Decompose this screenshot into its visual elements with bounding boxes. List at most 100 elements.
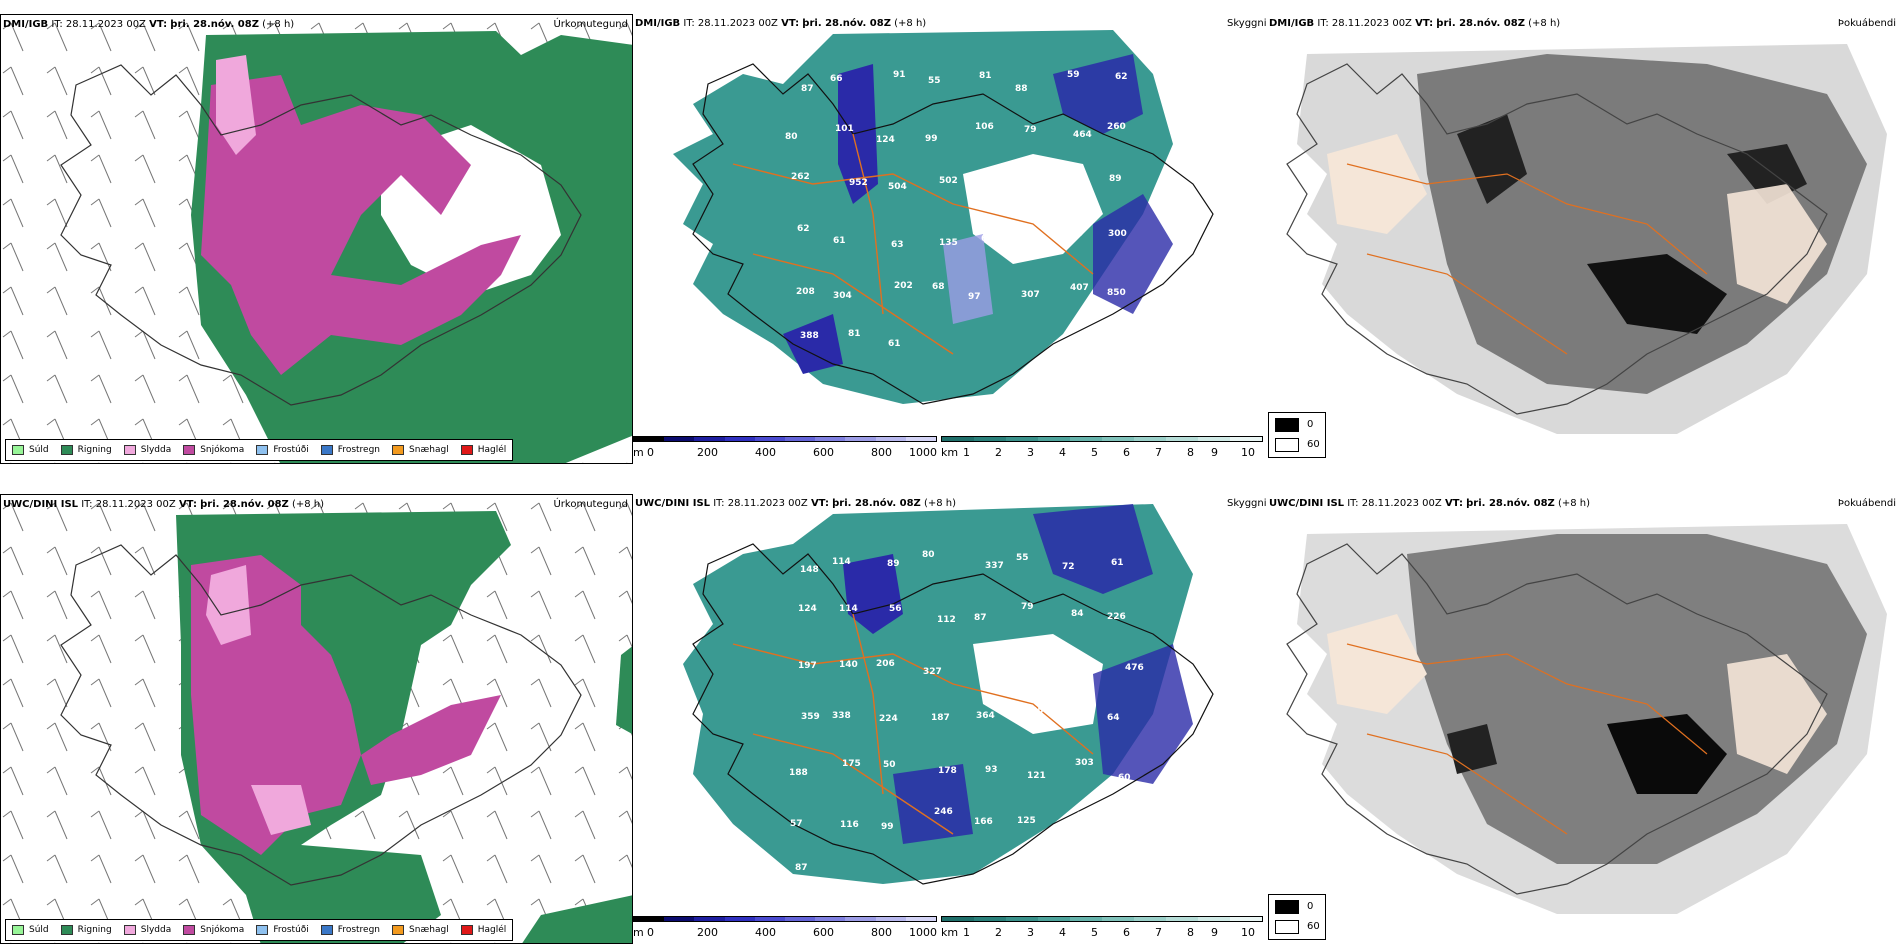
fog-panel-bottom: Skyggni UWC/DINI ISL IT: 28.11.2023 00Z … (1227, 494, 1900, 944)
visibility-map-top: 87 66 91 55 81 88 59 62 80 101 124 99 106 79 464 260 262… (673, 30, 1214, 405)
colorbar-segment (664, 917, 695, 921)
legend-swatch (320, 445, 333, 455)
tick-label: 9 (1211, 446, 1218, 459)
peak-value-label: 359 (801, 712, 820, 722)
peak-value-label: 88 (1015, 84, 1028, 94)
peak-value-label: 952 (849, 178, 868, 188)
vt-value: þri. 28.nóv. 08Z (1436, 18, 1525, 29)
legend-label: Slydda (140, 925, 172, 935)
peak-value-label: 337 (985, 561, 1004, 571)
tick-label: 400 (755, 446, 776, 459)
legend-item: Súld (12, 445, 49, 455)
legend-label: Slydda (140, 445, 172, 455)
peak-value-label: 116 (840, 820, 859, 830)
peak-value-label: 99 (925, 134, 938, 144)
peak-value-label: 84 (1071, 609, 1084, 619)
tick-label: 7 (1155, 446, 1162, 459)
peak-value-label: 89 (887, 559, 900, 569)
legend-swatch (183, 445, 196, 455)
peak-value-label: 502 (939, 176, 958, 186)
peak-value-label: 125 (1017, 816, 1036, 826)
tick-label: 6 (1123, 926, 1130, 939)
peak-value-label: 80 (922, 550, 935, 560)
peak-value-label: 99 (881, 822, 894, 832)
legend-swatch (12, 925, 24, 935)
colorbar-segment (694, 917, 725, 921)
tick-label: 400 (755, 926, 776, 939)
tick-label: 3 (1027, 926, 1034, 939)
fog-header-top: DMI/IGB IT: 28.11.2023 00Z VT: þri. 28.n… (1269, 18, 1560, 30)
unit-label: km (941, 926, 959, 939)
colorbar-segment (1230, 437, 1262, 441)
legend-item: Frostregn (320, 925, 380, 935)
peak-value-label: 226 (1107, 612, 1126, 622)
legend-item: Slydda (123, 445, 172, 455)
lead-time: (+8 h) (1528, 18, 1561, 29)
legend-item: Snæhagl (392, 925, 449, 935)
peak-value-label: 407 (1070, 283, 1089, 293)
precip-title-bottom: Úrkomutegund (553, 499, 628, 510)
tick-label: 0 (647, 926, 654, 939)
colorbar-segment (1230, 917, 1262, 921)
legend-label: Súld (29, 445, 49, 455)
peak-labels: 148 114 89 80 337 55 72 61 124 114 56 112 87 79 84 226 1… (789, 550, 1144, 873)
it-value: 28.11.2023 00Z (65, 19, 146, 30)
unit-label: m (633, 446, 644, 459)
tick-label: 7 (1155, 926, 1162, 939)
peak-value-label: 206 (876, 659, 895, 669)
peak-value-label: 590 (975, 179, 994, 189)
colorbar-segment (1070, 437, 1102, 441)
it-value: 28.11.2023 00Z (727, 498, 808, 509)
peak-value-label: 124 (876, 135, 895, 145)
peak-labels: 87 66 91 55 81 88 59 62 80 101 124 99 106 79 464 260 262… (785, 70, 1128, 349)
visibility-colorbar (941, 436, 1263, 442)
peak-value-label: 93 (1067, 178, 1080, 188)
colorbar-segment (694, 437, 725, 441)
legend-swatch-white (1275, 438, 1299, 452)
unit-label: m (633, 926, 644, 939)
colorbar-segment (974, 917, 1006, 921)
peak-value-label: 72 (1062, 562, 1075, 572)
colorbar-segment (724, 917, 755, 921)
peak-value-label: 224 (879, 714, 898, 724)
colorbar-segment (845, 437, 876, 441)
colorbar-segment (754, 917, 786, 921)
legend-swatch (183, 925, 196, 935)
vt-label: VT: (1415, 18, 1434, 29)
peak-value-label: 247 (1077, 811, 1096, 821)
legend-label: Haglél (477, 925, 507, 935)
unit-label: km (941, 446, 959, 459)
peak-value-label: 140 (839, 660, 858, 670)
model-name: UWC/DINI ISL (3, 499, 79, 510)
peak-value-label: 175 (842, 759, 861, 769)
legend-item: Rigning (60, 445, 112, 455)
peak-value-label: 106 (975, 122, 994, 132)
peak-value-label: 364 (976, 711, 995, 721)
peak-value-label: 233 (1075, 658, 1094, 668)
colorbar-segment (875, 437, 906, 441)
vt-value: þri. 28.nóv. 08Z (832, 498, 921, 509)
precip-legend-top: Súld Rigning Slydda Snjókoma Frostúði Fr… (5, 439, 514, 461)
peak-value-label: 342 (1024, 656, 1043, 666)
colorbar-segment (634, 437, 665, 441)
colorbar-segment (1006, 437, 1038, 441)
peak-value-label: 62 (1115, 72, 1128, 82)
legend-swatch-white (1275, 920, 1299, 934)
tick-label: 5 (1091, 926, 1098, 939)
precip-map-top (1, 15, 632, 463)
colorbar-segment (1198, 437, 1230, 441)
legend-value: 60 (1307, 921, 1320, 932)
peak-value-label: 304 (833, 291, 852, 301)
peak-value-label: 295 (985, 652, 1004, 662)
peak-value-label: 307 (1021, 290, 1040, 300)
peak-value-label: 81 (848, 329, 861, 339)
lead-time: (+8 h) (291, 499, 325, 510)
colorbar-segment (1102, 437, 1134, 441)
legend-swatch (460, 445, 473, 455)
legend-value: 60 (1307, 439, 1320, 450)
peak-value-label: 135 (939, 238, 958, 248)
precip-title-top: Úrkomutegund (553, 19, 628, 30)
fog-map-bottom (1267, 516, 1900, 916)
peak-value-label: 87 (801, 84, 814, 94)
tick-label: 200 (697, 446, 718, 459)
